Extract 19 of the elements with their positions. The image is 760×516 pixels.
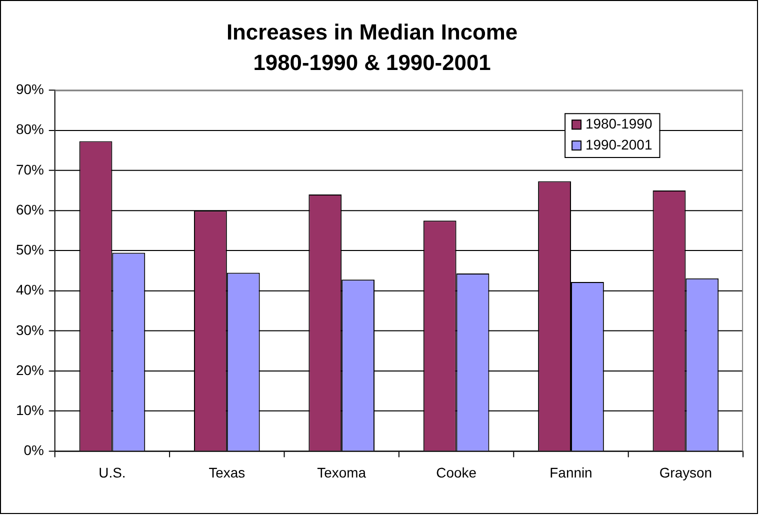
y-tick-label: 30% <box>16 322 44 338</box>
y-tick-label: 10% <box>16 402 44 418</box>
x-tick-label: Cooke <box>436 464 477 480</box>
x-tick-label: Grayson <box>659 464 712 480</box>
x-tick-label: Texas <box>208 464 246 480</box>
x-tick-label: Fannin <box>550 464 592 480</box>
chart-title: Increases in Median Income 1980-1990 & 1990-2001 <box>226 19 518 75</box>
legend-label: 1990-2001 <box>586 136 652 152</box>
y-tick-label: 0% <box>24 442 44 458</box>
legend-label: 1980-1990 <box>586 115 652 132</box>
y-tick-label: 70% <box>16 161 44 178</box>
x-tick-label: U.S. <box>98 464 126 480</box>
x-tick-label: Texoma <box>317 464 366 480</box>
y-tick-label: 60% <box>16 201 44 218</box>
y-tick-label: 20% <box>16 362 44 378</box>
y-tick-label: 80% <box>16 121 44 138</box>
y-tick-label: 90% <box>16 81 44 98</box>
y-tick-label: 50% <box>16 242 44 258</box>
y-tick-label: 40% <box>16 282 44 298</box>
